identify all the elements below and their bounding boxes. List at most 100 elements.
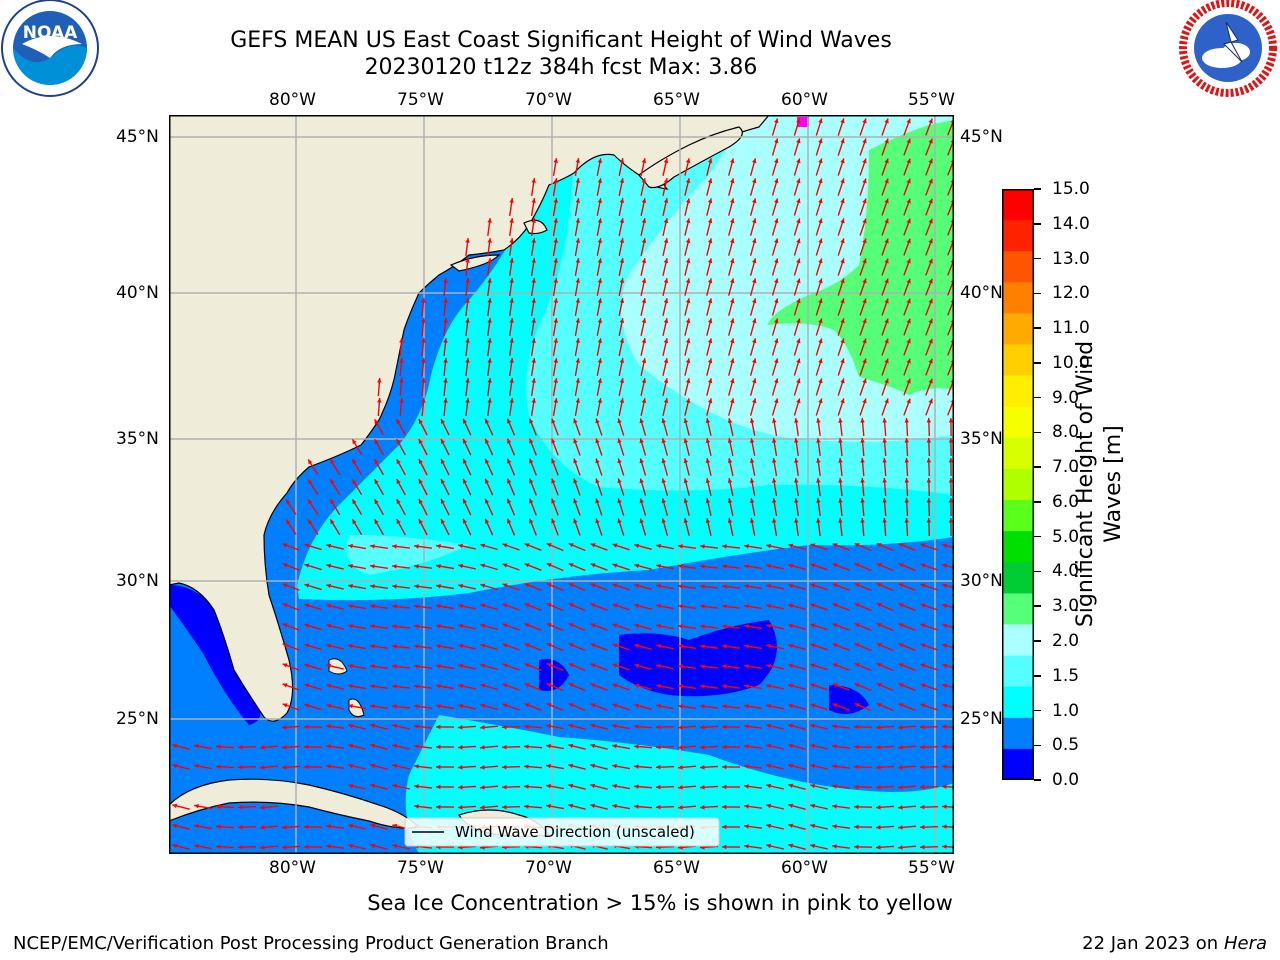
- colorbar-label-line2: Waves [m]: [1101, 425, 1126, 543]
- wave-direction-arrowhead: [816, 518, 821, 523]
- wave-direction-arrowhead: [920, 844, 925, 850]
- wave-direction-arrowhead: [524, 563, 530, 568]
- wave-direction-arrowhead: [942, 764, 947, 769]
- wave-direction-arrowhead: [568, 763, 574, 769]
- wave-direction-arrowhead: [509, 278, 514, 283]
- lat-label-left: 30°N: [116, 571, 159, 591]
- wave-direction-arrowhead: [524, 703, 530, 708]
- wave-direction-arrowhead: [928, 198, 933, 204]
- wave-direction-arrowhead: [463, 518, 468, 524]
- wave-direction-arrowhead: [876, 683, 882, 688]
- wave-direction-arrowhead: [568, 643, 574, 648]
- wave-direction-arrowhead: [766, 743, 772, 749]
- wave-direction-arrowhead: [810, 603, 816, 608]
- wave-direction-arrowhead: [862, 198, 867, 204]
- wave-direction-arrowhead: [796, 178, 801, 184]
- wave-direction-arrowhead: [898, 603, 904, 608]
- wave-direction-arrowhead: [948, 458, 954, 463]
- wave-direction-arrowhead: [948, 518, 954, 523]
- wave-direction-arrowhead: [348, 743, 354, 749]
- wave-direction-arrowhead: [286, 519, 291, 525]
- wave-direction-arrowhead: [656, 804, 661, 810]
- wave-direction-arrowhead: [942, 744, 947, 749]
- wave-direction-arrowhead: [928, 258, 933, 264]
- wave-direction-arrowhead: [396, 519, 401, 525]
- wave-direction-arrowhead: [531, 178, 536, 183]
- wave-direction-arrowhead: [920, 764, 925, 770]
- wave-direction-arrowhead: [862, 358, 867, 364]
- wave-direction-arrowhead: [840, 238, 845, 244]
- wave-direction-arrowhead: [926, 418, 932, 423]
- wave-direction-arrowhead: [942, 643, 948, 648]
- wave-direction-arrowhead: [774, 198, 779, 204]
- wave-direction-arrowhead: [683, 458, 689, 464]
- wave-direction-arrowhead: [948, 418, 954, 423]
- wave-direction-arrowhead: [730, 198, 735, 204]
- wave-direction-arrowhead: [463, 478, 468, 484]
- wave-direction-arrowhead: [810, 783, 816, 789]
- wave-direction-arrowhead: [421, 398, 426, 403]
- colorbar-tick-label: 5.0: [1052, 526, 1080, 547]
- wave-direction-arrowhead: [377, 378, 382, 383]
- wave-direction-arrowhead: [774, 318, 779, 324]
- wave-direction-arrowhead: [840, 158, 845, 164]
- wave-direction-arrowhead: [546, 643, 552, 648]
- wave-direction-arrowhead: [529, 518, 534, 524]
- lon-label-bottom: 80°W: [269, 858, 316, 878]
- wave-direction-arrowhead: [816, 458, 821, 463]
- wave-direction-arrowhead: [766, 763, 772, 769]
- wave-direction-arrowhead: [216, 764, 221, 769]
- wave-direction-arrowhead: [282, 623, 288, 628]
- wave-direction-arrowhead: [551, 498, 556, 504]
- wave-direction-arrowhead: [928, 218, 933, 224]
- wave-direction-arrowhead: [788, 563, 794, 568]
- colorbar-segment: [1002, 655, 1034, 688]
- wave-direction-arrowhead: [663, 258, 669, 264]
- wave-direction-arrowhead: [436, 564, 441, 569]
- wave-direction-arrowhead: [595, 418, 600, 424]
- wave-direction-arrowhead: [414, 624, 419, 629]
- wave-direction-arrowhead: [749, 518, 755, 523]
- wave-direction-arrowhead: [774, 178, 779, 184]
- wave-direction-arrowhead: [926, 458, 932, 463]
- wave-direction-arrowhead: [882, 478, 887, 483]
- wave-direction-arrowhead: [700, 584, 705, 589]
- wave-direction-arrowhead: [700, 604, 705, 609]
- wave-direction-arrowhead: [546, 763, 551, 769]
- wave-direction-arrowhead: [418, 519, 423, 524]
- wave-direction-arrowhead: [374, 439, 379, 445]
- wave-direction-arrowhead: [788, 683, 794, 688]
- wave-direction-arrowhead: [904, 438, 909, 443]
- wave-direction-arrowhead: [730, 378, 735, 384]
- wave-direction-arrowhead: [838, 478, 843, 483]
- wave-direction-arrowhead: [854, 663, 860, 668]
- wave-direction-arrowhead: [421, 318, 426, 323]
- wave-direction-arrowhead: [641, 218, 647, 223]
- wave-direction-arrowhead: [707, 198, 713, 204]
- wave-direction-arrowhead: [463, 438, 468, 444]
- wave-direction-arrowhead: [810, 683, 816, 688]
- wave-direction-arrowhead: [860, 458, 865, 463]
- wave-direction-arrowhead: [392, 664, 397, 669]
- wave-direction-arrowhead: [788, 643, 794, 648]
- wave-direction-arrowhead: [443, 378, 448, 383]
- colorbar-segment: [1002, 686, 1034, 719]
- wave-direction-arrowhead: [661, 418, 666, 424]
- wave-direction-arrowhead: [485, 438, 490, 444]
- wave-direction-arrowhead: [766, 803, 772, 809]
- wave-direction-arrowhead: [920, 583, 926, 588]
- wave-direction-arrowhead: [641, 398, 647, 403]
- wave-direction-arrowhead: [854, 824, 859, 830]
- wave-direction-arrowhead: [194, 824, 199, 829]
- wave-direction-arrowhead: [832, 764, 837, 769]
- wave-direction-arrowhead: [744, 644, 749, 649]
- wave-direction-arrowhead: [399, 398, 404, 403]
- wave-direction-arrowhead: [884, 178, 889, 184]
- wave-direction-arrowhead: [862, 318, 867, 324]
- wave-direction-arrowhead: [421, 298, 426, 303]
- wave-direction-arrowhead: [194, 804, 199, 809]
- wave-direction-arrowhead: [766, 843, 772, 849]
- wave-direction-arrowhead: [418, 419, 423, 424]
- wave-direction-arrowhead: [612, 563, 618, 568]
- wave-direction-arrowhead: [348, 583, 353, 589]
